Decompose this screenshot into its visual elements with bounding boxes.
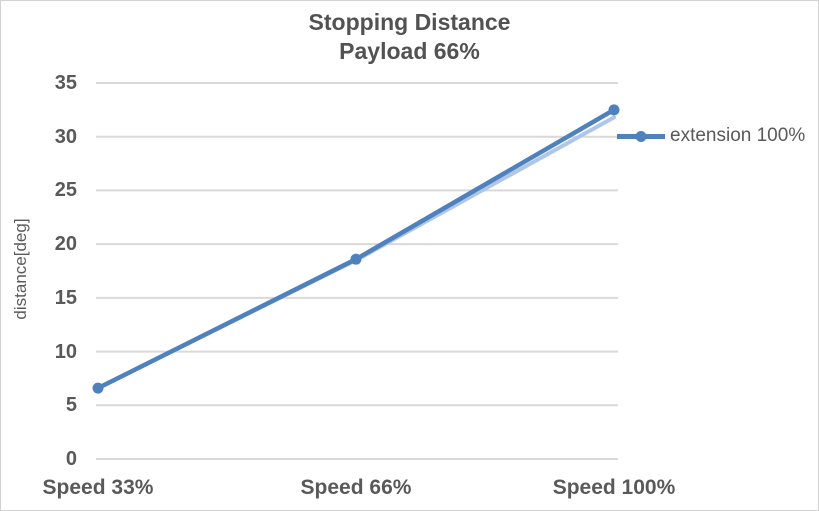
series-marker — [608, 104, 620, 116]
y-tick-label: 25 — [54, 179, 77, 202]
y-tick-label: 15 — [54, 286, 77, 309]
legend: extension 100% — [616, 125, 805, 147]
chart-title-block: Stopping Distance Payload 66% — [1, 8, 818, 66]
series-marker — [92, 382, 104, 394]
y-tick-label: 5 — [65, 394, 77, 417]
chart-title: Stopping Distance — [308, 9, 511, 35]
y-tick-label: 20 — [54, 233, 77, 256]
x-category-label: Speed 66% — [300, 476, 412, 499]
x-category-label: Speed 33% — [42, 476, 154, 499]
chart-subtitle: Payload 66% — [339, 38, 480, 64]
series-line — [95, 107, 617, 391]
y-tick-label: 0 — [65, 448, 77, 470]
y-tick-label: 35 — [54, 72, 77, 94]
legend-line-marker-icon — [617, 130, 665, 142]
y-tick-label: 10 — [54, 340, 77, 363]
y-tick-label: 30 — [54, 125, 77, 148]
legend-label: extension 100% — [670, 125, 806, 146]
series-marker — [350, 253, 362, 265]
x-category-label: Speed 100% — [552, 476, 676, 499]
